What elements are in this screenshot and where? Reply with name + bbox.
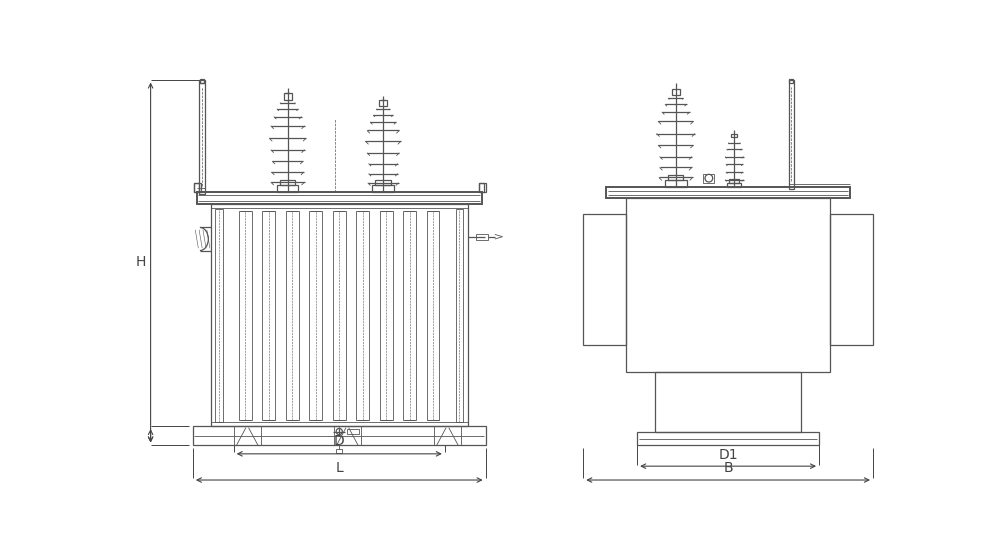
Bar — [284, 94, 292, 100]
Bar — [637, 432, 819, 446]
Bar — [727, 183, 741, 187]
Bar — [200, 79, 204, 83]
Bar — [262, 210, 275, 420]
Bar — [215, 209, 223, 421]
Bar — [356, 210, 369, 420]
Bar — [193, 426, 486, 446]
Bar — [280, 180, 295, 185]
Bar — [277, 185, 298, 192]
Bar — [476, 233, 488, 240]
Bar — [403, 210, 416, 420]
Bar — [379, 100, 387, 106]
Bar — [286, 210, 299, 420]
Text: D: D — [334, 435, 345, 448]
Bar — [668, 175, 683, 180]
Bar — [197, 192, 482, 204]
Bar — [336, 449, 342, 453]
Bar — [375, 180, 391, 185]
Bar — [380, 210, 393, 420]
Bar — [703, 174, 714, 183]
Bar — [665, 180, 687, 187]
Bar — [830, 214, 873, 345]
Bar — [626, 198, 830, 372]
Text: H: H — [135, 255, 146, 270]
Bar — [655, 372, 801, 432]
Bar — [583, 214, 626, 345]
Bar — [194, 183, 201, 192]
Bar — [789, 79, 793, 83]
Text: L: L — [335, 461, 343, 475]
Bar — [427, 210, 439, 420]
Bar — [194, 183, 199, 192]
Bar — [479, 183, 484, 192]
Text: D1: D1 — [718, 448, 738, 461]
Bar — [479, 183, 486, 192]
Bar — [199, 79, 205, 193]
Bar — [672, 89, 680, 95]
Bar — [239, 210, 252, 420]
Bar — [372, 185, 394, 192]
Text: B: B — [723, 461, 733, 476]
Bar — [309, 210, 322, 420]
Bar — [456, 209, 463, 421]
Bar — [606, 187, 850, 198]
Bar — [731, 134, 737, 138]
Bar — [333, 210, 346, 420]
Bar — [347, 429, 359, 434]
Bar — [729, 179, 739, 183]
Bar — [789, 79, 794, 189]
Bar — [211, 204, 468, 426]
